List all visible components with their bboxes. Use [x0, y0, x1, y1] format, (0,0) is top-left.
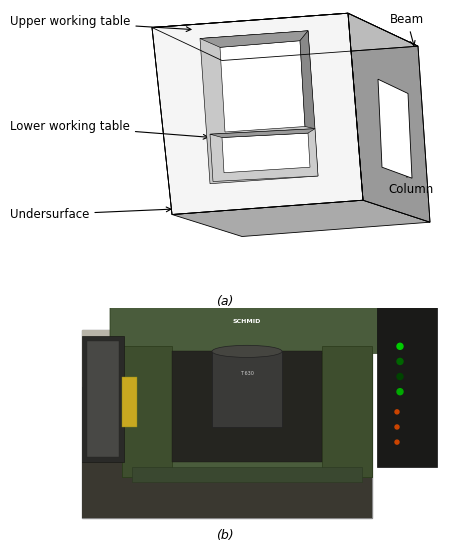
- Bar: [82, 330, 372, 518]
- Polygon shape: [222, 133, 310, 173]
- Polygon shape: [300, 31, 315, 129]
- Bar: [82, 336, 124, 462]
- Polygon shape: [172, 200, 430, 236]
- Circle shape: [397, 343, 403, 349]
- Polygon shape: [300, 31, 315, 138]
- Text: Column: Column: [388, 158, 433, 196]
- Polygon shape: [200, 31, 308, 47]
- Text: T 630: T 630: [240, 371, 254, 376]
- Text: (a): (a): [216, 295, 234, 308]
- Polygon shape: [210, 129, 315, 138]
- Bar: [322, 346, 372, 477]
- Text: SCHMID: SCHMID: [233, 318, 261, 323]
- Bar: [122, 306, 372, 477]
- Circle shape: [397, 373, 403, 380]
- Bar: [122, 377, 137, 427]
- Text: Upper working table: Upper working table: [10, 15, 191, 31]
- Text: Beam: Beam: [390, 13, 424, 46]
- Circle shape: [395, 440, 399, 444]
- Circle shape: [397, 389, 403, 395]
- Polygon shape: [348, 13, 430, 222]
- Text: (b): (b): [216, 529, 234, 542]
- Polygon shape: [220, 42, 305, 132]
- Circle shape: [397, 359, 403, 365]
- Bar: [172, 351, 322, 462]
- Bar: [122, 346, 172, 477]
- Bar: [377, 306, 437, 468]
- Polygon shape: [378, 79, 412, 178]
- FancyBboxPatch shape: [110, 304, 384, 354]
- Polygon shape: [200, 31, 308, 47]
- Bar: [312, 330, 372, 417]
- Polygon shape: [152, 13, 363, 214]
- Polygon shape: [220, 41, 305, 132]
- Circle shape: [395, 425, 399, 429]
- Text: Lower working table: Lower working table: [10, 120, 208, 139]
- Text: Undersurface: Undersurface: [10, 207, 171, 221]
- Bar: [87, 341, 119, 457]
- Circle shape: [395, 410, 399, 414]
- Polygon shape: [152, 13, 418, 60]
- Bar: [212, 351, 282, 427]
- Polygon shape: [220, 42, 305, 132]
- Bar: [132, 468, 362, 482]
- Polygon shape: [210, 129, 318, 182]
- Bar: [82, 462, 372, 518]
- Polygon shape: [200, 31, 318, 184]
- Bar: [82, 330, 372, 387]
- Ellipse shape: [212, 345, 282, 358]
